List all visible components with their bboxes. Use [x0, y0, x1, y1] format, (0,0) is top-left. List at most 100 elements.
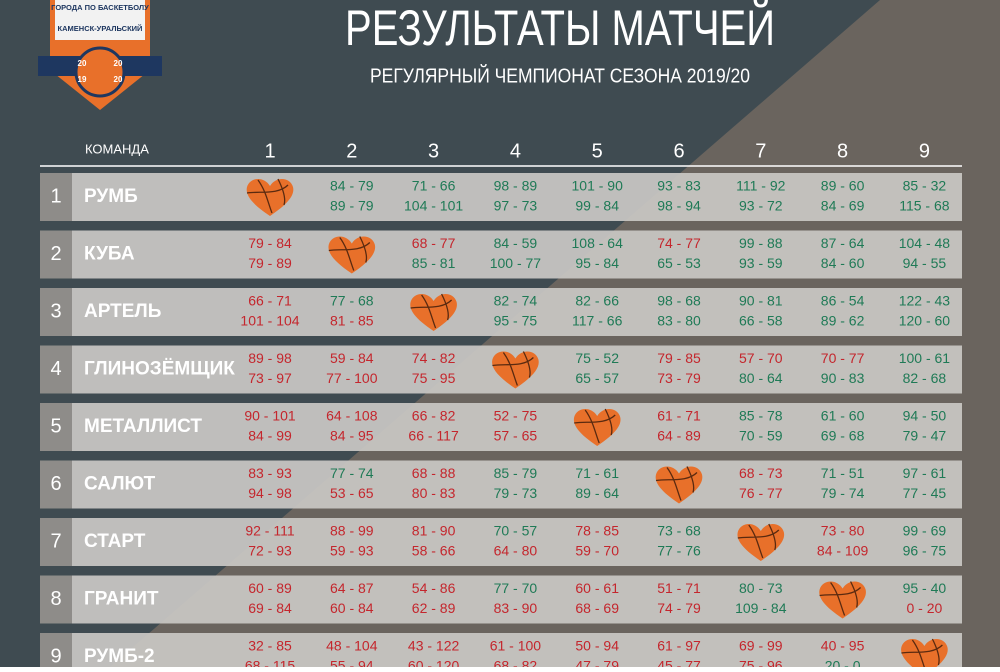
score: 66 - 71: [248, 293, 292, 309]
score: 59 - 84: [330, 350, 374, 366]
logo-cut: [50, 70, 150, 110]
team-name: МЕТАЛЛИСТ: [84, 416, 202, 437]
score: 99 - 69: [903, 523, 947, 539]
team-name: АРТЕЛЬ: [84, 301, 161, 322]
score: 73 - 80: [821, 523, 865, 539]
score: 60 - 89: [248, 580, 292, 596]
logo-plate: [55, 0, 145, 40]
score: 81 - 85: [330, 313, 374, 329]
rank: 1: [50, 185, 61, 207]
rank-cell: [40, 173, 72, 221]
score: 85 - 81: [412, 255, 456, 271]
logo-ball: [74, 46, 126, 98]
team-name: СТАРТ: [84, 531, 146, 552]
score: 69 - 84: [248, 600, 292, 616]
score: 84 - 79: [330, 178, 374, 194]
score: 95 - 84: [575, 255, 619, 271]
rank-cell: [40, 230, 72, 279]
logo: ГОРОДА ПО БАСКЕТБОЛУ КАМЕНСК-УРАЛЬСКИЙ 2…: [38, 0, 162, 110]
heart-icon: [737, 523, 785, 561]
score: 79 - 89: [248, 255, 292, 271]
team-name: РУМБ-2: [84, 646, 155, 667]
rank: 7: [50, 530, 61, 552]
score: 71 - 51: [821, 465, 865, 481]
score: 32 - 85: [248, 638, 292, 654]
score: 43 - 122: [408, 638, 460, 654]
score: 66 - 82: [412, 408, 456, 424]
score: 84 - 59: [494, 235, 538, 251]
score: 89 - 79: [330, 198, 374, 214]
score: 101 - 104: [240, 313, 299, 329]
column-header: 8: [837, 140, 848, 162]
score: 99 - 88: [739, 235, 783, 251]
score: 70 - 57: [494, 523, 538, 539]
heart-icon: [819, 581, 866, 619]
score: 108 - 64: [572, 235, 624, 251]
row-background: [40, 633, 962, 672]
score: 89 - 64: [575, 485, 619, 501]
team-name: РУМБ: [84, 186, 138, 207]
score: 94 - 50: [903, 408, 947, 424]
heart-lines: [737, 523, 780, 559]
score: 69 - 68: [821, 428, 865, 444]
score: 117 - 66: [572, 313, 623, 329]
score: 122 - 43: [899, 293, 951, 309]
score: 77 - 68: [330, 293, 374, 309]
score: 83 - 80: [657, 313, 701, 329]
score: 93 - 72: [739, 198, 783, 214]
heart-lines: [655, 466, 698, 501]
heart-icon: [246, 178, 294, 216]
score: 64 - 80: [494, 543, 538, 559]
score: 65 - 57: [575, 370, 619, 386]
score: 62 - 89: [412, 600, 456, 616]
score: 81 - 90: [412, 523, 456, 539]
title: РЕЗУЛЬТАТЫ МАТЧЕЙ: [345, 0, 775, 56]
score: 61 - 97: [657, 638, 701, 654]
heart-lines: [574, 408, 616, 444]
score: 104 - 101: [404, 198, 463, 214]
row-background: [40, 173, 962, 221]
score: 59 - 70: [575, 543, 619, 559]
score: 68 - 88: [412, 465, 456, 481]
rank: 6: [50, 473, 61, 495]
heart-icon: [410, 293, 457, 331]
score: 92 - 111: [245, 523, 295, 539]
score: 59 - 93: [330, 543, 374, 559]
score: 69 - 99: [739, 638, 783, 654]
score: 53 - 65: [330, 485, 374, 501]
score: 73 - 79: [657, 370, 701, 386]
row-background: [40, 518, 962, 566]
heart-icon: [492, 351, 539, 389]
rank-cell: [40, 345, 72, 394]
score: 77 - 74: [330, 465, 374, 481]
score: 74 - 79: [657, 600, 701, 616]
rank-cell: [40, 518, 72, 566]
score: 101 - 90: [572, 178, 624, 194]
score: 66 - 117: [408, 428, 459, 444]
heart-lines: [819, 581, 862, 616]
score: 47 - 79: [575, 658, 619, 667]
column-header: 7: [755, 140, 766, 162]
score: 84 - 109: [817, 543, 869, 559]
score: 75 - 96: [739, 658, 783, 667]
logo-text: КАМЕНСК-УРАЛЬСКИЙ: [58, 24, 143, 33]
rank: 3: [50, 300, 61, 322]
logo-year: 19: [78, 75, 87, 84]
score: 74 - 77: [657, 235, 701, 251]
heart-lines: [410, 293, 453, 329]
column-header: 9: [919, 140, 930, 162]
row-background: [40, 460, 962, 509]
score: 83 - 93: [248, 465, 292, 481]
heart-icon: [655, 466, 703, 504]
score: 52 - 75: [494, 408, 538, 424]
score: 80 - 83: [412, 485, 456, 501]
score: 79 - 47: [903, 428, 947, 444]
score: 54 - 86: [412, 580, 456, 596]
score: 79 - 73: [494, 485, 538, 501]
row-background: [40, 230, 962, 279]
rank-cell: [40, 575, 72, 624]
heart-icon: [328, 236, 376, 274]
score: 60 - 61: [575, 580, 619, 596]
score: 115 - 68: [899, 198, 950, 214]
